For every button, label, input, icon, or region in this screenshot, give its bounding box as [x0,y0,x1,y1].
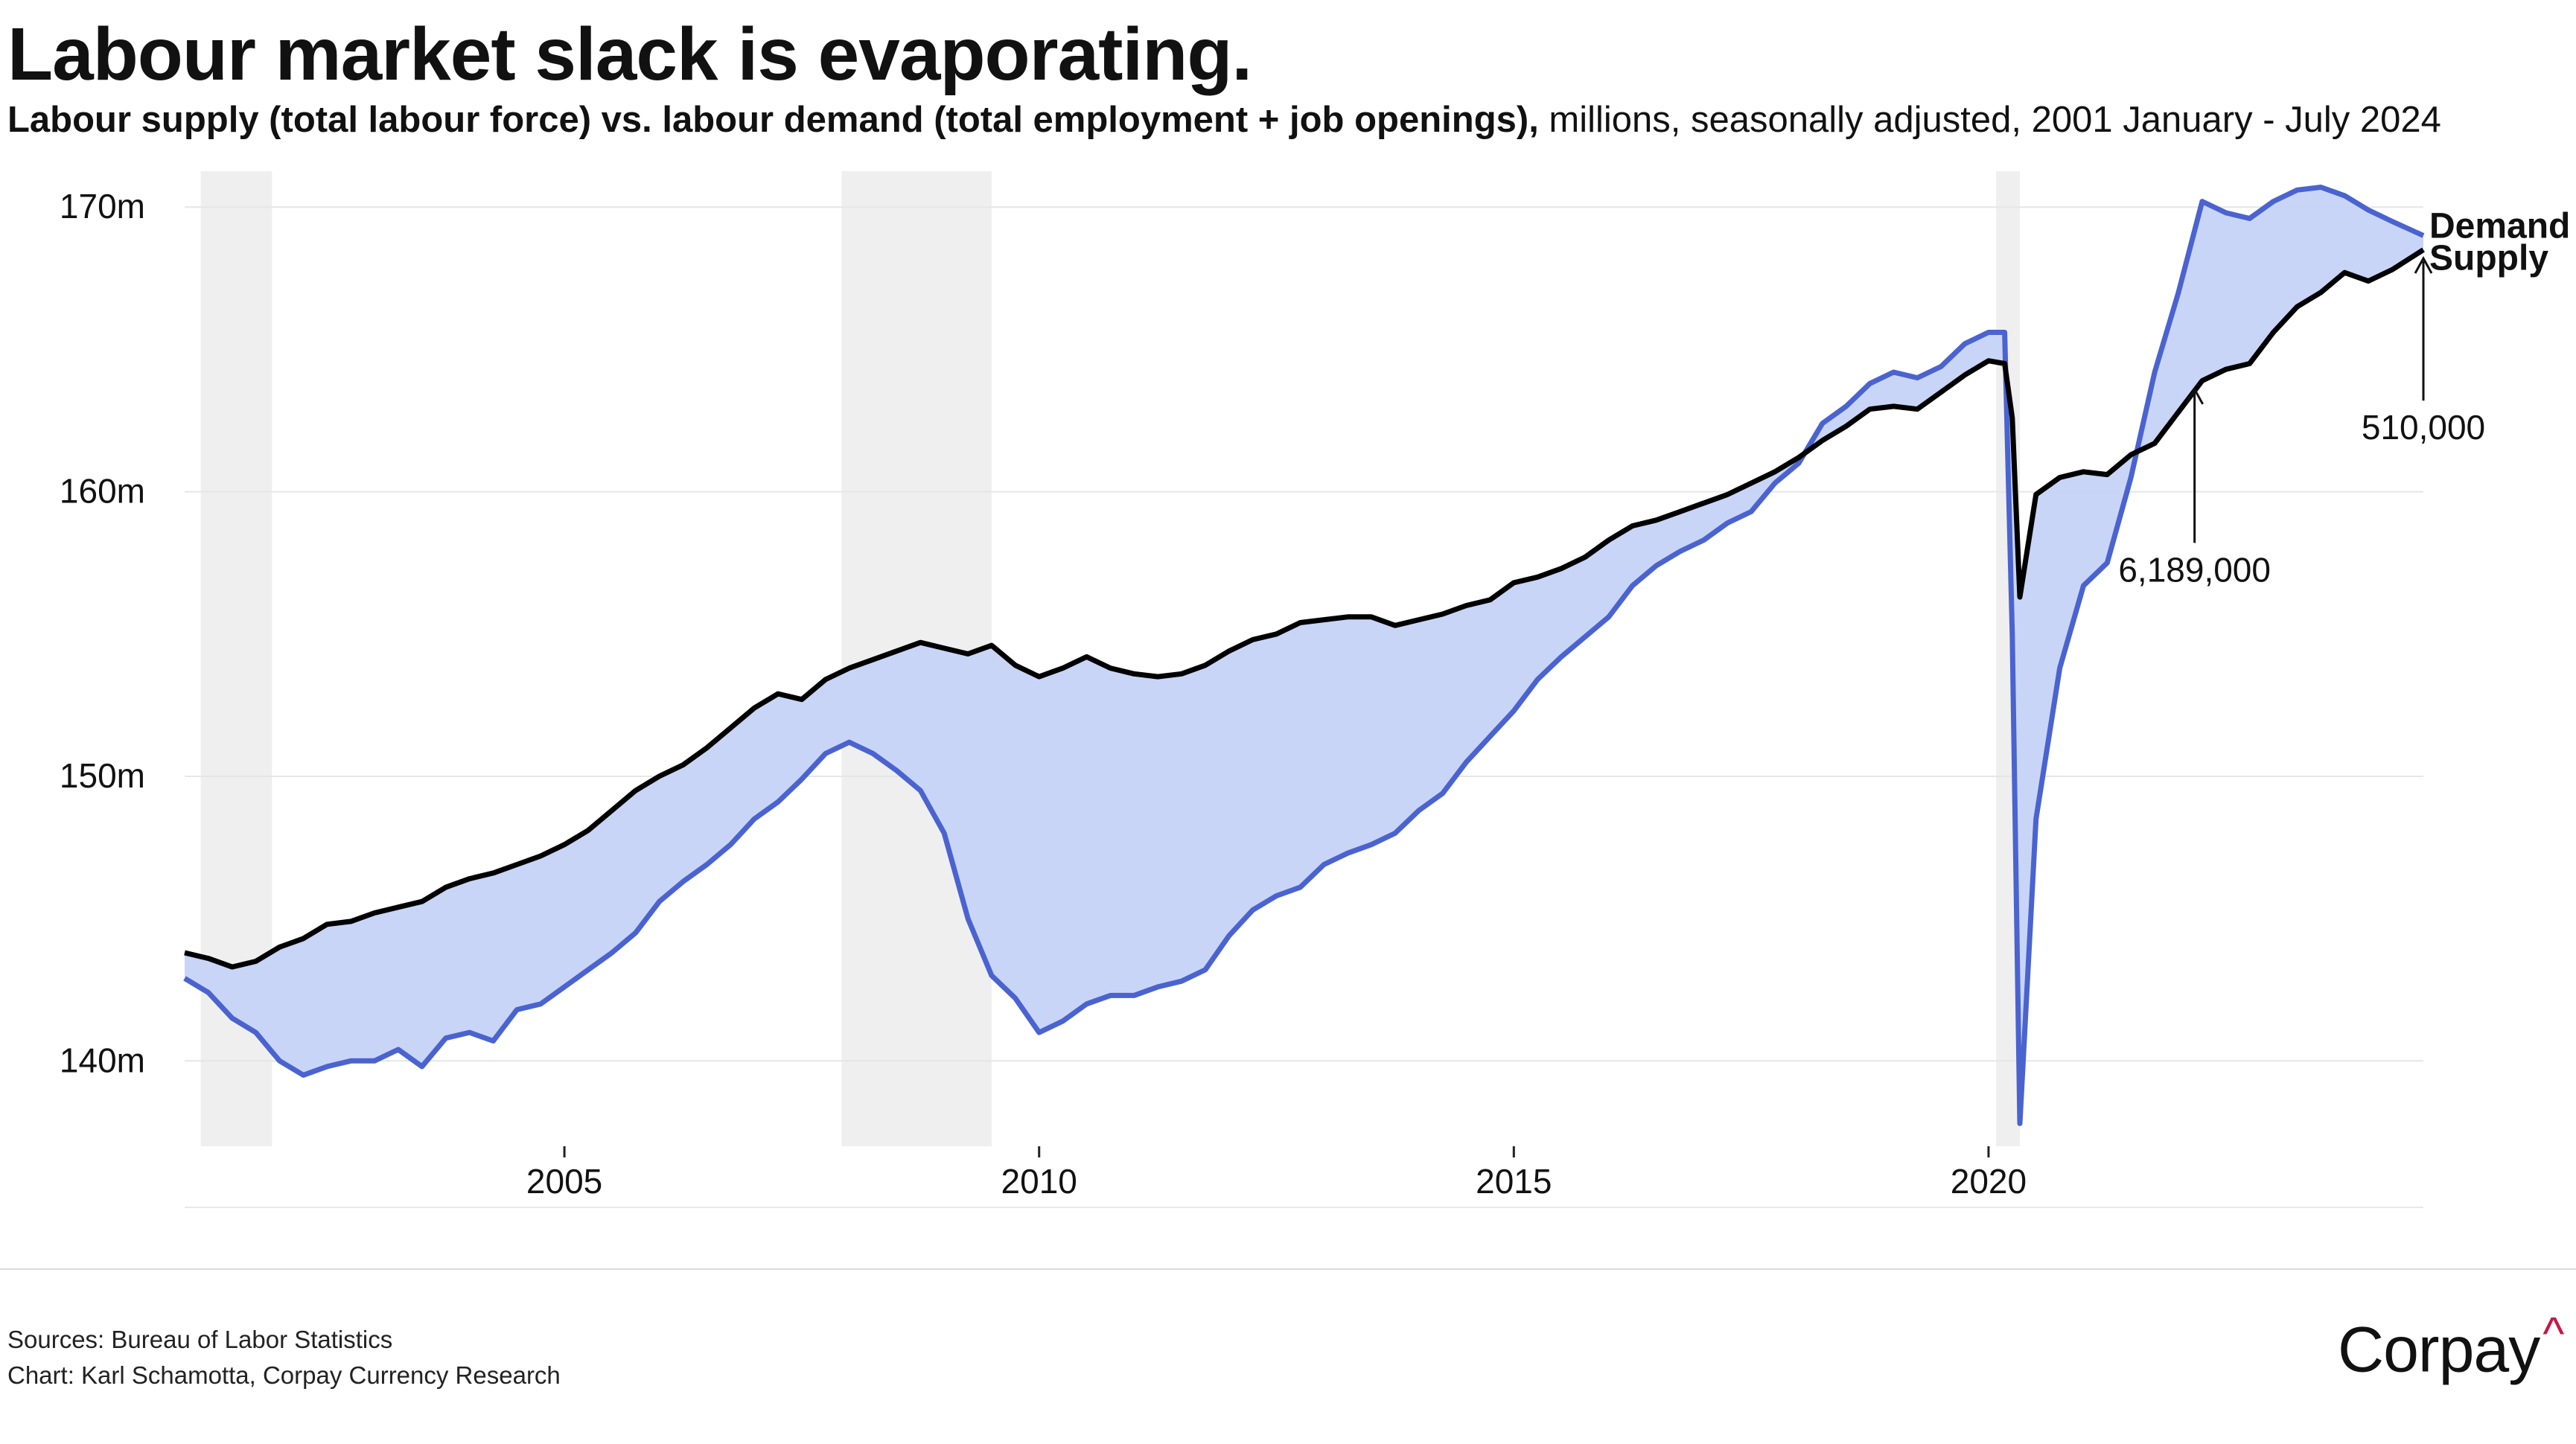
series-line-supply [184,247,2425,970]
footer-divider [0,1268,2576,1270]
subtitle-regular: millions, seasonally adjusted, 2001 Janu… [1538,100,2441,140]
chart-subtitle: Labour supply (total labour force) vs. l… [7,98,2441,142]
x-tick-label-2010: 2010 [1001,1162,1077,1201]
series-label-demand: Demand [2429,206,2570,246]
y-tick-label-150: 150m [60,756,145,795]
logo-wordmark: Corpay [2338,1314,2540,1386]
y-tick-label-140: 140m [60,1041,145,1079]
subtitle-bold: Labour supply (total labour force) vs. l… [7,100,1539,140]
gap-fill-area [185,187,2423,1124]
annotation-label-1: 510,000 [2362,408,2485,447]
series-label-supply: Supply [2429,238,2548,278]
logo-caret-icon: ^ [2542,1309,2564,1360]
credit-text: Chart: Karl Schamotta, Corpay Currency R… [7,1361,561,1389]
corpay-logo: Corpay^ [2338,1309,2564,1382]
annotation-arrowhead-0 [2185,386,2204,405]
x-tick-label-2020: 2020 [1951,1162,2027,1201]
sources-text: Sources: Bureau of Labor Statistics [7,1326,393,1353]
x-tick-label-2015: 2015 [1476,1162,1552,1201]
y-tick-label-160: 160m [60,472,145,511]
line-chart: 140m 150m 160m 170m 2005 2010 2015 2020 DemandSu… [60,171,2570,1208]
y-tick-label-170: 170m [60,187,145,226]
annotation-arrowhead-1 [2414,255,2433,274]
chart-title: Labour market slack is evaporating. [7,13,1252,96]
annotation-label-0: 6,189,000 [2118,550,2271,589]
series-line-demand [183,185,2425,1126]
x-tick-label-2005: 2005 [526,1162,602,1201]
footer-sources: Sources: Bureau of Labor Statistics Char… [7,1322,561,1393]
